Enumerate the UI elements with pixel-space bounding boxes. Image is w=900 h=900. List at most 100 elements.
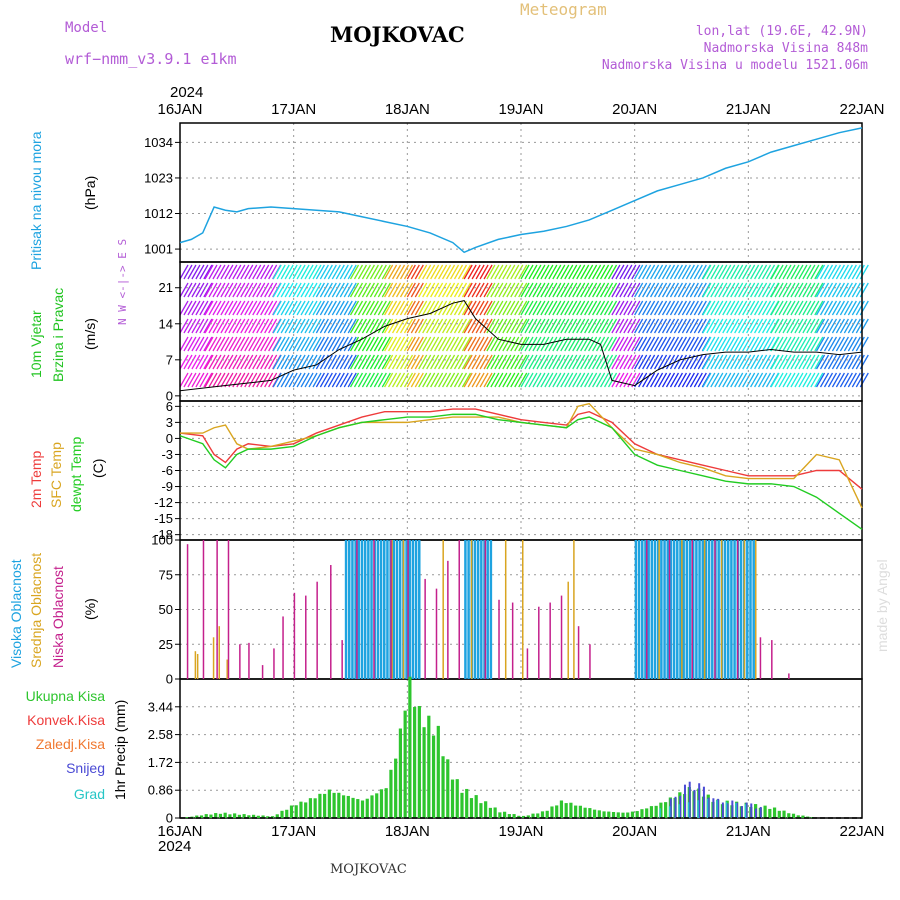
wind-barb (296, 282, 306, 298)
total-precip-bar (446, 759, 450, 818)
wind-barb (208, 318, 218, 334)
wind-barb (319, 300, 329, 316)
wind-barb (395, 300, 406, 316)
low-cloud-bar (330, 565, 332, 679)
wind-barb (204, 318, 214, 334)
wind-barb (750, 318, 760, 334)
wind-barb (702, 372, 712, 388)
wind-barb (486, 354, 496, 370)
wind-barb (782, 264, 792, 280)
total-precip-bar (270, 816, 275, 818)
high-cloud-bar (663, 540, 666, 679)
wind-barb (657, 336, 668, 352)
wind-barb (191, 282, 201, 298)
wind-barb (520, 372, 530, 388)
high-cloud-bar (357, 540, 361, 679)
wind-barb (810, 354, 820, 370)
wind-barb (615, 300, 625, 316)
total-precip-bar (365, 798, 369, 818)
wind-barb (315, 300, 325, 316)
high-cloud-bar (363, 540, 367, 679)
wind-barb (264, 354, 274, 370)
high-cloud-bar (644, 540, 647, 679)
wind-barb (365, 264, 375, 280)
wind-barb (377, 300, 387, 316)
wind-barb (260, 318, 270, 334)
wind-barb (486, 300, 496, 316)
wind-barb (369, 354, 379, 370)
wind-barb (619, 372, 629, 388)
wind-barb (276, 300, 286, 316)
wind-barb (483, 336, 493, 352)
wind-barb (361, 372, 371, 388)
wind-barb (343, 264, 353, 280)
wind-barb (770, 318, 780, 334)
graupel-bar (744, 804, 747, 818)
high-cloud-bar (637, 540, 641, 679)
wind-barb (461, 282, 472, 298)
wind-barb (722, 318, 732, 334)
wind-barb (665, 354, 676, 370)
wind-barb (272, 300, 282, 316)
wind-barb (369, 264, 379, 280)
high-cloud-bar (691, 540, 695, 679)
wind-barb (498, 282, 508, 298)
total-precip-bar (536, 813, 540, 818)
total-precip-bar (261, 815, 265, 818)
wind-barb (623, 318, 633, 334)
wind-barb (650, 282, 660, 298)
wind-barb (560, 300, 570, 316)
wind-barb (631, 282, 641, 298)
wind-barb (697, 354, 707, 370)
wind-barb (312, 264, 322, 280)
wind-barb (475, 264, 485, 280)
wind-barb (292, 264, 302, 280)
wind-barb (607, 300, 618, 316)
wind-barb (765, 336, 776, 352)
wind-barb (327, 354, 337, 370)
wind-barb (596, 282, 606, 298)
wind-barb (449, 318, 460, 334)
wind-barb (268, 264, 278, 280)
wind-barb (349, 372, 360, 388)
wind-barb (391, 336, 402, 352)
mid-cloud-bar (470, 540, 473, 679)
wind-barb (524, 354, 534, 370)
wind-barb (544, 282, 554, 298)
wind-barb (268, 336, 278, 352)
high-cloud-bar (367, 540, 370, 679)
wind-barb (335, 264, 345, 280)
wind-barb (191, 318, 201, 334)
wind-barb (706, 318, 716, 334)
total-precip-bar (299, 801, 303, 818)
wind-barb (839, 354, 849, 370)
wind-barb (228, 264, 238, 280)
wind-barb (449, 300, 460, 316)
wind-barb (520, 318, 530, 334)
wind-barb (653, 318, 664, 334)
total-precip-bar (550, 806, 554, 818)
wind-barb (524, 318, 534, 334)
wind-barb (718, 336, 728, 352)
wind-barb (588, 318, 598, 334)
legend-total-precip: Ukupna Kisa (25, 688, 105, 704)
wind-barb (524, 282, 534, 298)
wind-barb (220, 354, 230, 370)
wind-barb (607, 354, 618, 370)
wind-barb (422, 372, 432, 388)
wind-barb (588, 354, 598, 370)
wind-barb (734, 300, 744, 316)
high-cloud-bar (634, 540, 638, 679)
wind-barb (357, 372, 368, 388)
wind-barb (319, 264, 329, 280)
wind-barb (802, 372, 812, 388)
wind-barb (323, 264, 333, 280)
wind-barb (819, 318, 830, 334)
wind-barb (726, 336, 736, 352)
wind-barb (588, 264, 598, 280)
wind-barb (183, 372, 193, 388)
snow-bar (707, 797, 710, 818)
wind-barb (179, 354, 189, 370)
wind-barb (498, 372, 508, 388)
total-precip-bar (285, 809, 289, 818)
